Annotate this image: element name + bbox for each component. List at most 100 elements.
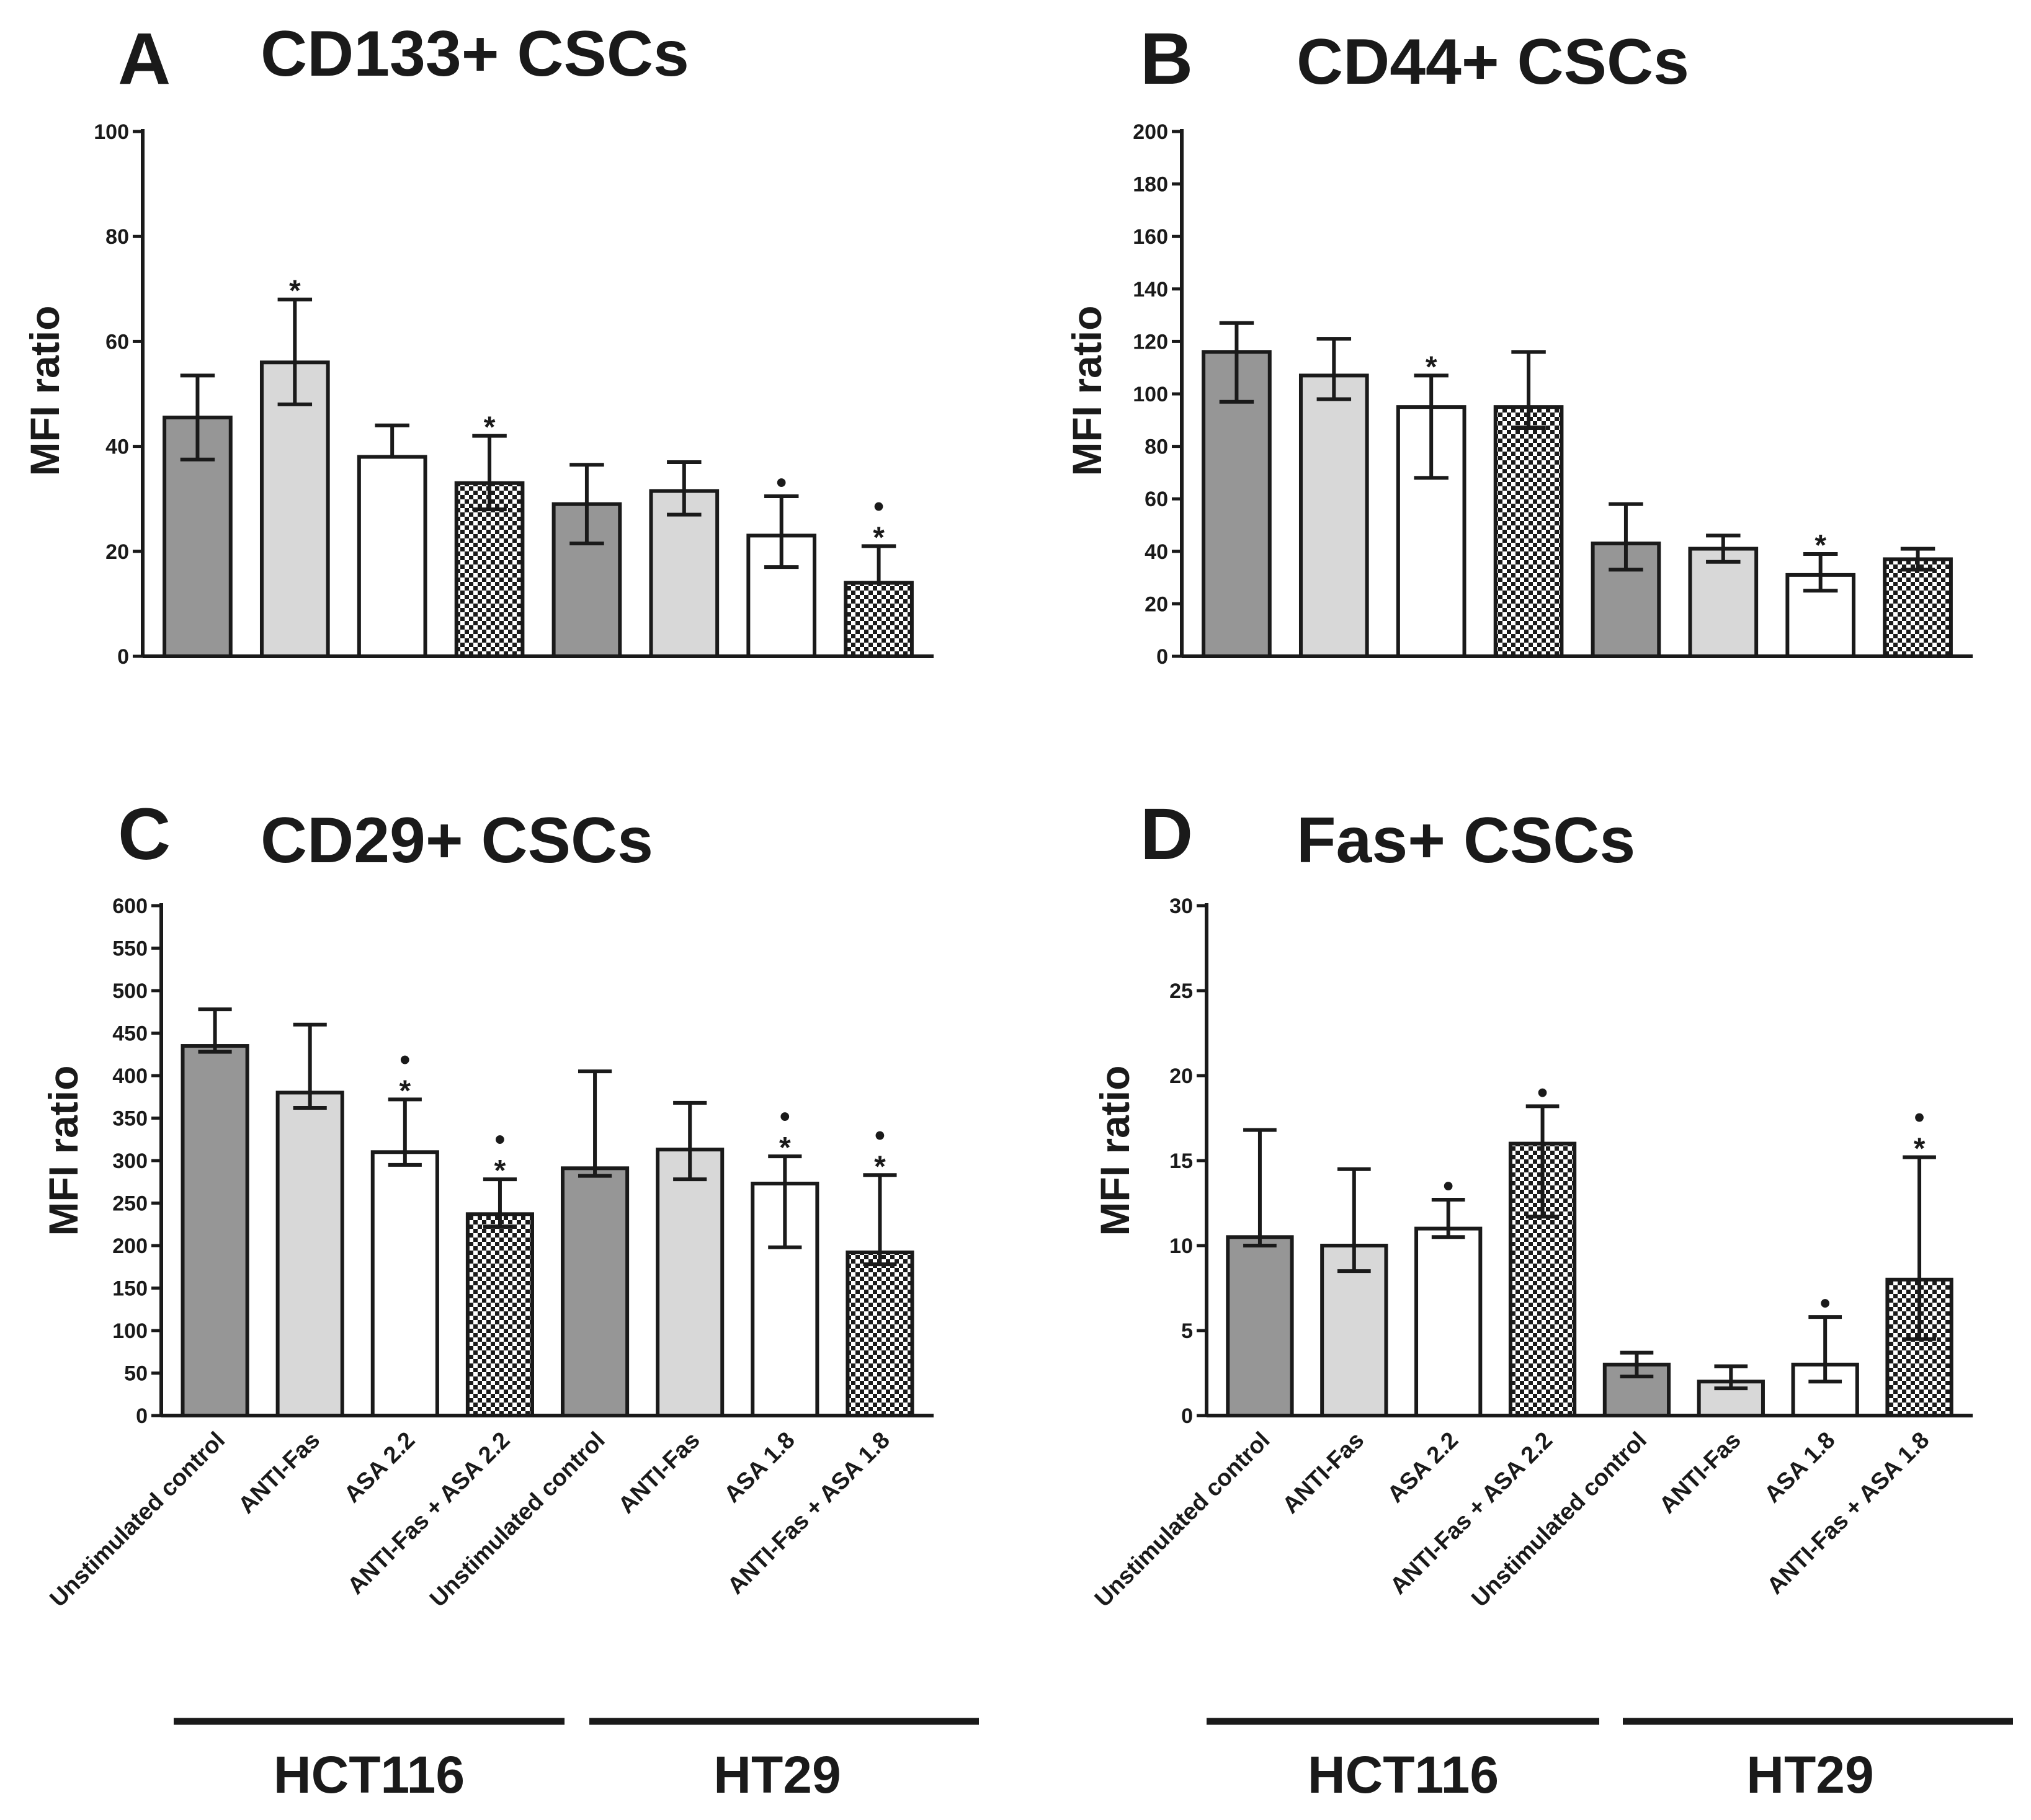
panel-a-significance-dot: • [776, 466, 787, 499]
panel-c-significance-dot: • [875, 1119, 885, 1152]
panel-c-bar [656, 1148, 725, 1417]
panel-d-xtick-label: ASA 2.2 [1383, 1427, 1463, 1508]
panel-d-xtick-label: ANTI-Fas [1278, 1427, 1370, 1519]
panel-b-bar [1298, 373, 1369, 658]
panel-c-plot: 0 50 100 150 200 250 300 350 400 450 500 550 600 Unst… [45, 894, 934, 1612]
panel-d-ytick-label: 20 [1169, 1064, 1193, 1088]
panel-c-significance-dot: • [400, 1043, 410, 1076]
panel-a-bar [649, 489, 720, 658]
panel-c-significance-dot: • [495, 1123, 506, 1156]
panel-c-xtick-label: Unstimulated control [425, 1427, 610, 1612]
group-label-hct116-right: HCT116 [1308, 1746, 1499, 1804]
panel-d-title: Fas+ CSCs [1297, 805, 1635, 877]
panel-d-letter: D [1140, 793, 1193, 875]
panel-b-ytick-label: 200 [1133, 120, 1168, 144]
panel-a-significance-star: * [289, 275, 301, 308]
panel-d-xtick-label: ANTI-Fas [1654, 1427, 1746, 1519]
panel-c-ytick-label: 350 [112, 1107, 148, 1131]
panel-d-ylabel: MFI ratio [1092, 1066, 1138, 1236]
panel-c-ytick-label: 50 [124, 1362, 148, 1386]
panel-a-letter: A [118, 18, 171, 100]
panel-a-ytick-label: 100 [94, 120, 129, 144]
panel-d-xtick-label: ASA 1.8 [1759, 1427, 1840, 1508]
panel-c-ytick-label: 0 [136, 1404, 148, 1428]
panel-a-significance-star: * [873, 521, 885, 554]
panel-b-significance-star: * [1426, 350, 1437, 383]
panel-d-xtick-label: Unstimulated control [1090, 1427, 1275, 1612]
panel-c-ytick-label: 450 [112, 1022, 148, 1046]
panel-d-xtick-label: ANTI-Fas + ASA 2.2 [1385, 1427, 1558, 1600]
panel-b-ytick-label: 140 [1133, 278, 1168, 301]
panel-d-xtick-label: ANTI-Fas + ASA 1.8 [1762, 1427, 1935, 1600]
panel-d-ytick-label: 10 [1169, 1234, 1193, 1258]
group-label-ht29-left: HT29 [713, 1746, 841, 1804]
panel-b-ytick-label: 20 [1145, 592, 1168, 616]
panel-d-bar [1320, 1244, 1388, 1417]
panel-a-bar [259, 360, 330, 658]
panel-c-xtick-label: ANTI-Fas [614, 1427, 705, 1519]
panel-c-bar [370, 1150, 439, 1418]
panel-c-significance-dot: • [780, 1100, 790, 1133]
panel-a-bar [357, 455, 427, 659]
panel-a-ytick-label: 40 [105, 435, 129, 459]
panel-d-significance-star: * [1914, 1133, 1926, 1166]
panel-c-xtick-label: Unstimulated control [45, 1427, 230, 1612]
panel-a-significance-star: * [484, 411, 496, 444]
panel-c-significance-star: * [779, 1131, 791, 1164]
panel-b-letter: B [1140, 18, 1193, 100]
panel-b-ytick-label: 80 [1145, 435, 1168, 459]
group-label-ht29-right: HT29 [1746, 1746, 1873, 1804]
group-label-hct116-left: HCT116 [274, 1746, 465, 1804]
panel-a-ytick-label: 80 [105, 225, 129, 249]
panel-d-ytick-label: 30 [1169, 894, 1193, 918]
panel-c-ytick-label: 550 [112, 937, 148, 961]
panel-c-bar [846, 1250, 914, 1417]
panel-c-bar [465, 1212, 534, 1418]
panel-d-bar [1226, 1235, 1294, 1418]
panel-c-ytick-label: 600 [112, 894, 148, 918]
panel-d-ytick-label: 0 [1181, 1404, 1193, 1428]
panel-d-bar [1414, 1226, 1483, 1417]
panel-c-bar [561, 1166, 630, 1417]
panel-c-bar [275, 1091, 344, 1417]
panel-d-significance-dot: • [1914, 1102, 1925, 1135]
panel-c-xtick-label: ANTI-Fas + ASA 1.8 [723, 1427, 895, 1600]
panel-b-ylabel: MFI ratio [1064, 306, 1110, 476]
panel-c-ytick-label: 100 [112, 1319, 148, 1343]
panel-a-ytick-label: 60 [105, 330, 129, 354]
panel-c-significance-star: * [494, 1154, 506, 1187]
panel-c-bar [181, 1044, 249, 1418]
panel-a-bar [844, 581, 914, 658]
panel-b-bar [1883, 557, 1953, 658]
panel-a-ytick-label: 20 [105, 540, 129, 564]
panel-c-significance-star: * [399, 1074, 411, 1107]
panel-b-ytick-label: 180 [1133, 173, 1168, 197]
panel-d-significance-dot: • [1443, 1170, 1453, 1203]
panel-d-ytick-label: 5 [1181, 1319, 1193, 1343]
panel-a-bar [454, 481, 525, 658]
panel-c-xtick-label: ANTI-Fas [233, 1427, 325, 1519]
panel-a-ylabel: MFI ratio [22, 306, 68, 476]
panel-b-ytick-label: 160 [1133, 225, 1168, 249]
panel-c-significance-star: * [874, 1150, 886, 1183]
panel-b-bar [1493, 405, 1564, 659]
panel-c-ytick-label: 300 [112, 1149, 148, 1173]
panel-b-ytick-label: 60 [1145, 488, 1168, 511]
panel-c-letter: C [118, 793, 171, 875]
panel-d-ytick-label: 25 [1169, 979, 1193, 1003]
panel-c-xtick-label: ASA 2.2 [339, 1427, 420, 1508]
panel-c-ytick-label: 250 [112, 1192, 148, 1216]
panel-b-ytick-label: 40 [1145, 540, 1168, 564]
panel-d-significance-dot: • [1820, 1287, 1831, 1320]
panel-d-significance-dot: • [1537, 1076, 1548, 1109]
panel-c-title: CD29+ CSCs [261, 805, 653, 877]
panel-b-title: CD44+ CSCs [1297, 26, 1689, 98]
panel-a-title: CD133+ CSCs [261, 18, 689, 90]
panel-b-bar [1688, 546, 1759, 658]
panel-d-xtick-label: Unstimulated control [1466, 1427, 1651, 1612]
panel-c-ytick-label: 400 [112, 1064, 148, 1088]
panel-b-plot: 0 20 40 60 80 100 120 140 160 180 200 * * [1133, 120, 1973, 669]
